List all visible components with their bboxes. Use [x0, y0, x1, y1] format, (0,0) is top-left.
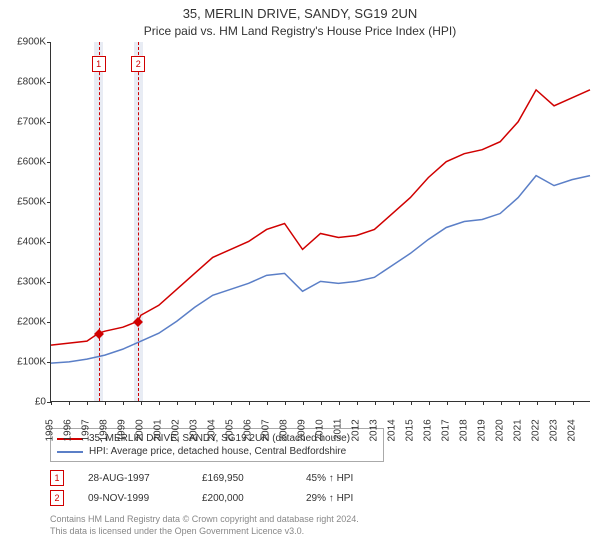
footnote: Contains HM Land Registry data © Crown c… — [50, 514, 590, 537]
x-tick-label: 2017 — [441, 419, 452, 441]
legend-label: HPI: Average price, detached house, Cent… — [89, 446, 346, 457]
x-tick-label: 2004 — [207, 419, 218, 441]
y-tick-label: £300K — [17, 277, 46, 288]
transaction-price: £200,000 — [202, 493, 282, 504]
chart-area: £0 £100K £200K £300K £400K £500K £600K £700K £80… — [0, 42, 600, 422]
y-tick-mark — [47, 202, 51, 203]
chart-title: 35, MERLIN DRIVE, SANDY, SG19 2UN — [0, 0, 600, 21]
transaction-badge: 1 — [50, 470, 64, 486]
transaction-table: 1 28-AUG-1997 £169,950 45% ↑ HPI 2 09-NOV-199… — [50, 468, 590, 508]
y-tick-label: £100K — [17, 357, 46, 368]
x-tick-label: 2010 — [315, 419, 326, 441]
transaction-date: 09-NOV-1999 — [88, 493, 178, 504]
x-tick-label: 1997 — [81, 419, 92, 441]
y-tick-label: £600K — [17, 157, 46, 168]
x-tick-label: 1998 — [99, 419, 110, 441]
x-tick-label: 2023 — [549, 419, 560, 441]
x-tick-label: 2024 — [567, 419, 578, 441]
x-tick-label: 2012 — [351, 419, 362, 441]
x-tick-label: 2018 — [459, 419, 470, 441]
y-tick-mark — [47, 362, 51, 363]
x-tick-label: 2006 — [243, 419, 254, 441]
footnote-line: This data is licensed under the Open Gov… — [50, 526, 590, 538]
x-tick-label: 2002 — [171, 419, 182, 441]
x-tick-label: 2003 — [189, 419, 200, 441]
transaction-row: 1 28-AUG-1997 £169,950 45% ↑ HPI — [50, 468, 590, 488]
transaction-delta: 45% ↑ HPI — [306, 473, 353, 484]
y-tick-mark — [47, 242, 51, 243]
y-tick-mark — [47, 282, 51, 283]
legend-item: HPI: Average price, detached house, Cent… — [57, 445, 377, 458]
y-tick-mark — [47, 162, 51, 163]
transaction-price: £169,950 — [202, 473, 282, 484]
reference-vline — [99, 42, 100, 401]
plot-area: 12 — [50, 42, 590, 402]
y-tick-label: £500K — [17, 197, 46, 208]
x-tick-label: 1995 — [45, 419, 56, 441]
x-tick-label: 2013 — [369, 419, 380, 441]
legend-label: 35, MERLIN DRIVE, SANDY, SG19 2UN (detac… — [89, 433, 350, 444]
transaction-delta: 29% ↑ HPI — [306, 493, 353, 504]
marker-label: 1 — [92, 56, 106, 72]
marker-label: 2 — [131, 56, 145, 72]
y-tick-label: £800K — [17, 77, 46, 88]
y-tick-mark — [47, 122, 51, 123]
transaction-date: 28-AUG-1997 — [88, 473, 178, 484]
x-tick-label: 2019 — [477, 419, 488, 441]
y-tick-mark — [47, 42, 51, 43]
y-tick-mark — [47, 82, 51, 83]
reference-vline — [138, 42, 139, 401]
y-tick-label: £400K — [17, 237, 46, 248]
x-tick-label: 2007 — [261, 419, 272, 441]
x-tick-label: 2008 — [279, 419, 290, 441]
y-tick-label: £700K — [17, 117, 46, 128]
x-tick-label: 1999 — [117, 419, 128, 441]
legend-swatch — [57, 451, 83, 453]
x-tick-label: 2011 — [333, 419, 344, 441]
x-tick-label: 2001 — [153, 419, 164, 441]
x-tick-label: 2016 — [423, 419, 434, 441]
x-tick-label: 2022 — [531, 419, 542, 441]
chart-subtitle: Price paid vs. HM Land Registry's House … — [0, 21, 600, 42]
y-tick-label: £200K — [17, 317, 46, 328]
y-tick-label: £0 — [35, 397, 46, 408]
x-tick-label: 2015 — [405, 419, 416, 441]
x-tick-label: 2000 — [135, 419, 146, 441]
transaction-badge: 2 — [50, 490, 64, 506]
x-axis: 1995199619971998199920002001200220032004… — [50, 402, 590, 422]
x-tick-label: 2014 — [387, 419, 398, 441]
transaction-row: 2 09-NOV-1999 £200,000 29% ↑ HPI — [50, 488, 590, 508]
series-line — [51, 176, 590, 363]
series-line — [51, 90, 590, 345]
y-tick-mark — [47, 322, 51, 323]
x-tick-label: 2005 — [225, 419, 236, 441]
footnote-line: Contains HM Land Registry data © Crown c… — [50, 514, 590, 526]
y-tick-label: £900K — [17, 37, 46, 48]
x-tick-label: 1996 — [63, 419, 74, 441]
x-tick-label: 2021 — [513, 419, 524, 441]
y-axis: £0£100K£200K£300K£400K£500K£600K£700K£80… — [0, 42, 50, 402]
x-tick-label: 2009 — [297, 419, 308, 441]
x-tick-label: 2020 — [495, 419, 506, 441]
chart-lines — [51, 42, 590, 401]
